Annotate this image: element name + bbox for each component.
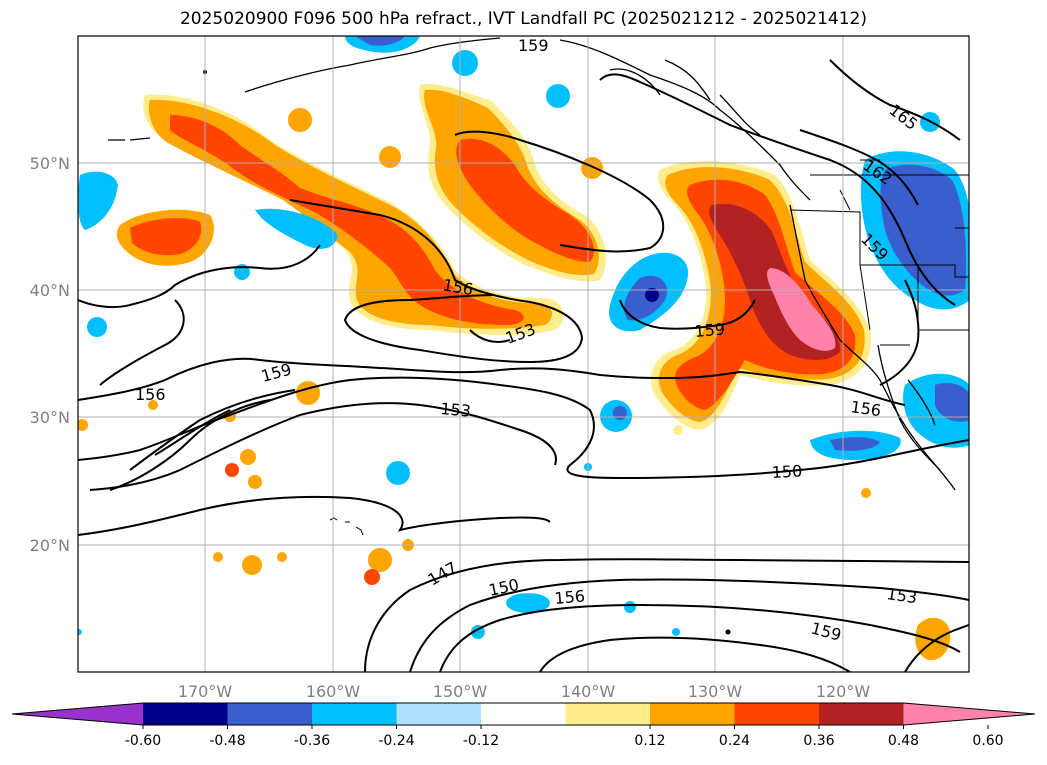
negative-patch-northeast-dark (880, 164, 967, 296)
colorbar-tick-label: -0.48 (209, 733, 245, 749)
lon-label: 170°W (178, 682, 233, 701)
colorbar-tick-label: 0.12 (634, 733, 665, 749)
positive-anomaly-shading (78, 83, 951, 661)
contour-label: 159 (518, 36, 549, 55)
contour-label: 153 (440, 399, 472, 421)
colorbar-segment (227, 703, 313, 725)
graticule (78, 36, 969, 672)
contour-label: 156 (554, 586, 586, 608)
negative-patch-central-dark (624, 275, 668, 321)
lon-label: 120°W (816, 682, 871, 701)
colorbar-tick-label: -0.60 (125, 733, 161, 749)
colorbar-segment (312, 703, 397, 725)
political-boundaries (789, 159, 969, 346)
colorbar-tick-label: -0.12 (463, 733, 499, 749)
refractivity-contours (78, 59, 969, 672)
lat-label: 50°N (30, 154, 70, 173)
colorbar-segment (734, 703, 820, 725)
colorbar-tick-label: 0.60 (972, 733, 1003, 749)
map-title: 2025020900 F096 500 hPa refract., IVT La… (179, 9, 867, 29)
contour-label: 156 (849, 397, 882, 420)
negative-anomaly-shading (78, 36, 969, 639)
anomaly-band-northwest-red (170, 115, 524, 325)
colorbar-segment (481, 703, 566, 725)
lat-label: 40°N (30, 281, 70, 300)
lat-label: 20°N (30, 536, 70, 555)
lon-label: 150°W (433, 682, 488, 701)
colorbar-segment (565, 703, 651, 725)
contour-label: 156 (135, 385, 166, 404)
map-plot-area: 159 165 162 159 156 153 159 156 159 153 … (78, 36, 969, 672)
colorbar-extend-min (12, 703, 143, 725)
colorbar-tick-label: 0.24 (719, 733, 750, 749)
colorbar-tick-label: -0.24 (378, 733, 414, 749)
longitude-labels: 170°W 160°W 150°W 140°W 130°W 120°W (178, 682, 871, 701)
colorbar-segment (143, 703, 228, 725)
contour-label: 153 (885, 584, 918, 607)
coastlines (108, 37, 956, 491)
map-frame (77, 35, 970, 673)
colorbar-tick-label: -0.36 (294, 733, 330, 749)
colorbar-tick-label: 0.48 (888, 733, 919, 749)
latitude-labels: 50°N 40°N 30°N 20°N (30, 154, 70, 555)
colorbar-segment (819, 703, 904, 725)
lat-label: 30°N (30, 408, 70, 427)
contour-label: 159 (694, 319, 726, 341)
colorbar-extend-max (903, 703, 1035, 725)
colorbar-segment (396, 703, 482, 725)
lon-label: 140°W (561, 682, 616, 701)
lon-label: 130°W (688, 682, 743, 701)
contour-label: 150 (771, 461, 802, 482)
colorbar-tick-label: 0.36 (803, 733, 834, 749)
colorbar-segment (650, 703, 735, 725)
colorbar: -0.60 -0.48 -0.36 -0.24 -0.12 0.12 0.24 0.36 0.4… (11, 702, 1036, 749)
anomaly-patch-west-red (130, 218, 202, 256)
lon-label: 160°W (306, 682, 361, 701)
anomaly-band-east-pink (767, 268, 836, 351)
anomaly-band-central-red (456, 138, 594, 262)
